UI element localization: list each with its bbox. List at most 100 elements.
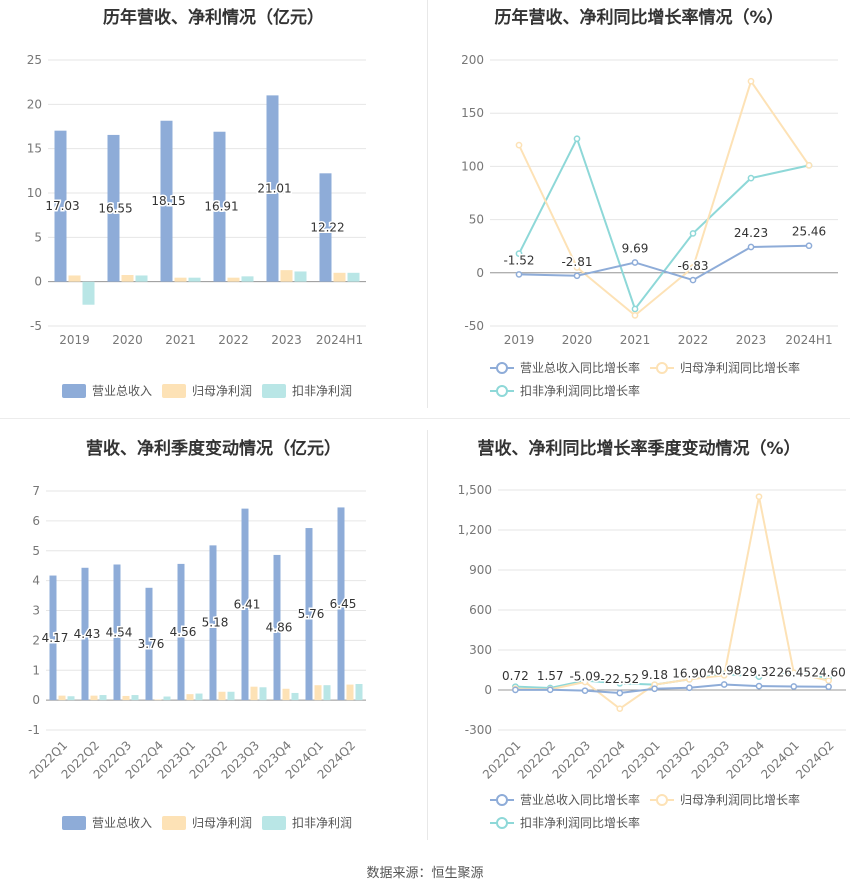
data-point bbox=[512, 686, 519, 694]
legend-marker bbox=[656, 362, 668, 374]
data-label: 4.86 bbox=[266, 621, 293, 635]
y-tick-label: 0 bbox=[484, 683, 492, 697]
legend-label: 营业总收入同比增长率 bbox=[520, 792, 640, 807]
data-point bbox=[546, 686, 554, 694]
bar bbox=[347, 272, 360, 282]
data-label: 29.32 bbox=[742, 665, 776, 679]
bar bbox=[337, 507, 345, 701]
bar bbox=[163, 696, 171, 701]
data-label: 3.76 bbox=[138, 637, 165, 651]
data-point bbox=[573, 264, 581, 271]
data-point bbox=[805, 242, 813, 250]
x-tick-label: 2020 bbox=[562, 333, 593, 347]
vertical-divider bbox=[427, 430, 428, 840]
bar bbox=[174, 277, 187, 282]
y-tick-label: 0 bbox=[34, 275, 42, 289]
x-tick-label: 2020 bbox=[112, 333, 143, 347]
legend-swatch bbox=[62, 384, 86, 398]
data-point bbox=[825, 683, 832, 691]
data-point bbox=[720, 681, 728, 688]
bar bbox=[333, 272, 346, 282]
y-tick-label: 50 bbox=[469, 213, 484, 227]
bar bbox=[188, 277, 201, 282]
y-tick-label: 5 bbox=[34, 230, 42, 244]
bar bbox=[107, 134, 120, 282]
y-tick-label: -50 bbox=[464, 319, 484, 333]
chart-title: 历年营收、净利情况（亿元） bbox=[103, 8, 324, 28]
legend-label: 营业总收入 bbox=[92, 384, 152, 398]
bar bbox=[213, 131, 226, 282]
data-label: 24.23 bbox=[734, 226, 768, 240]
chart-title: 营收、净利同比增长率季度变动情况（%） bbox=[477, 439, 801, 459]
legend-label: 归母净利润同比增长率 bbox=[680, 360, 800, 375]
x-tick-label: 2019 bbox=[59, 333, 90, 347]
bar bbox=[113, 564, 121, 701]
data-point bbox=[631, 259, 639, 266]
bar bbox=[90, 695, 98, 701]
y-tick-label: 3 bbox=[32, 604, 40, 618]
data-label: 21.01 bbox=[257, 182, 291, 196]
annual-revenue-profit-chart: -5 0 5 10 15 20 25 17.03 16.55 18.15 16.91 21.01 12.… bbox=[27, 53, 366, 398]
bar bbox=[241, 508, 249, 701]
bar bbox=[355, 683, 363, 701]
bar bbox=[154, 699, 162, 701]
data-label: 5.76 bbox=[298, 607, 325, 621]
y-tick-label: 2 bbox=[32, 633, 40, 647]
bar bbox=[81, 567, 89, 701]
bar bbox=[131, 695, 139, 701]
bar bbox=[294, 271, 307, 282]
chart-title: 历年营收、净利同比增长率情况（%） bbox=[494, 8, 784, 28]
data-label: 25.46 bbox=[792, 225, 826, 239]
bar bbox=[54, 130, 67, 282]
data-point bbox=[651, 685, 658, 693]
y-tick-label: -1 bbox=[28, 723, 40, 737]
data-point bbox=[686, 684, 693, 692]
y-tick-label: 0 bbox=[476, 266, 484, 280]
bar bbox=[291, 692, 299, 701]
x-tick-label: 2023 bbox=[736, 333, 767, 347]
legend-label: 归母净利润同比增长率 bbox=[680, 792, 800, 807]
bar bbox=[49, 575, 57, 701]
data-point bbox=[747, 77, 755, 85]
bar bbox=[135, 275, 148, 282]
data-label: 4.56 bbox=[170, 625, 197, 639]
data-label: 17.03 bbox=[45, 199, 79, 213]
data-point bbox=[747, 243, 755, 251]
bar bbox=[218, 691, 226, 701]
y-tick-label: 900 bbox=[469, 563, 492, 577]
data-point bbox=[689, 276, 697, 284]
legend-label: 扣非净利润 bbox=[292, 384, 352, 398]
bar bbox=[67, 696, 75, 701]
data-point bbox=[616, 679, 624, 687]
annual-revenue-profit-panel: 历年营收、净利情况（亿元） -5 0 5 10 15 20 25 17.03 16.55 18.1… bbox=[0, 0, 427, 408]
data-label: -1.52 bbox=[503, 253, 534, 267]
y-tick-label: 6 bbox=[32, 514, 40, 528]
y-tick-label: 4 bbox=[32, 574, 40, 588]
series-line bbox=[515, 683, 829, 695]
data-point bbox=[573, 272, 581, 280]
bar bbox=[227, 691, 235, 701]
bar bbox=[68, 275, 81, 282]
annual-growth-rate-panel: 历年营收、净利同比增长率情况（%） -50 0 50 100 150 200 -1.52 -2… bbox=[428, 0, 850, 408]
bar bbox=[259, 687, 267, 701]
data-point bbox=[689, 264, 697, 271]
data-label: 18.15 bbox=[151, 194, 185, 208]
y-tick-label: -300 bbox=[465, 723, 492, 737]
y-tick-label: 1,200 bbox=[458, 523, 492, 537]
legend-marker bbox=[496, 794, 508, 806]
bar bbox=[195, 693, 203, 701]
legend-swatch bbox=[162, 816, 186, 830]
data-label: 1.57 bbox=[537, 669, 564, 683]
chart-title: 营收、净利季度变动情况（亿元） bbox=[86, 439, 341, 459]
data-point bbox=[755, 673, 763, 681]
bar bbox=[282, 688, 290, 701]
data-point bbox=[755, 493, 763, 501]
x-tick-label: 2024Q2 bbox=[793, 738, 837, 782]
bar bbox=[319, 173, 332, 282]
data-point bbox=[631, 305, 639, 313]
bar bbox=[160, 120, 173, 282]
data-point bbox=[747, 174, 755, 182]
data-point bbox=[790, 669, 798, 677]
data-label: 40.98 bbox=[707, 664, 741, 678]
legend-label: 归母净利润 bbox=[192, 384, 252, 398]
